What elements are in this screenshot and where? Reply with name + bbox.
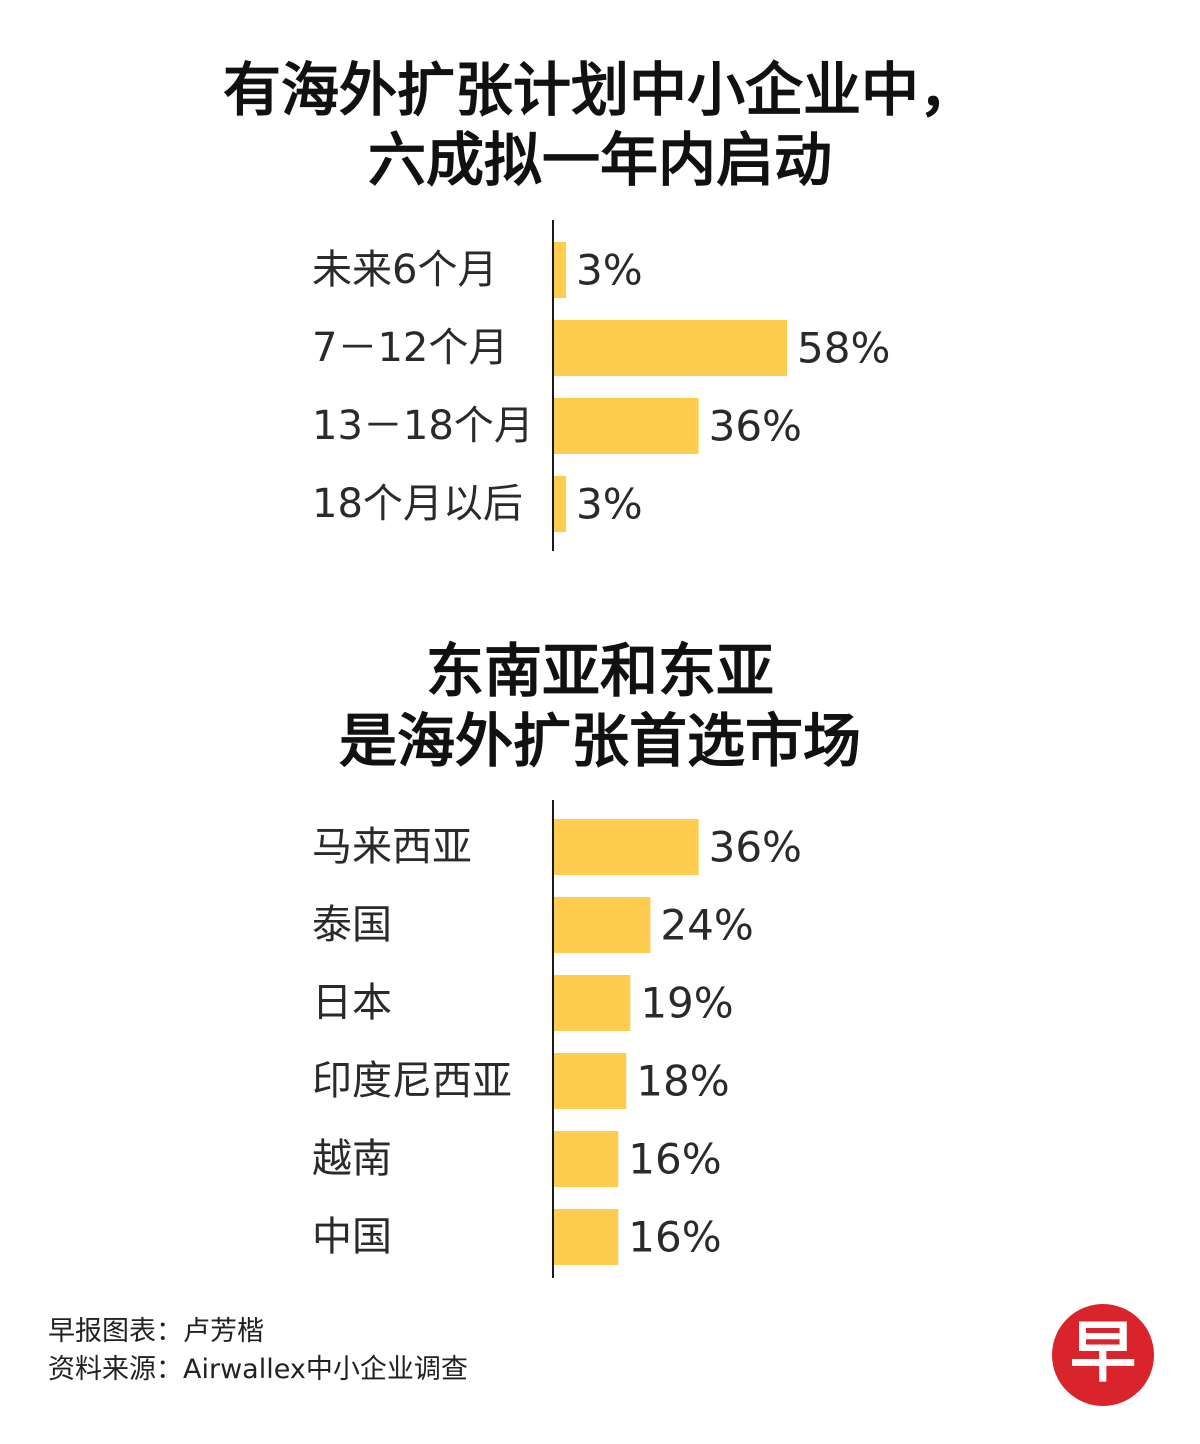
chart-2-title: 东南亚和东亚 是海外扩张首选市场 — [0, 636, 1200, 776]
market-category-label: 马来西亚 — [312, 824, 472, 870]
timeline-bar — [554, 242, 567, 298]
market-value-label: 36% — [709, 823, 802, 872]
market-bar-chart: 马来西亚 36% 泰国 24% 日本 19% 印度尼西亚 18% 越南 16% 中国 16% — [312, 800, 802, 1278]
market-bar — [554, 819, 699, 875]
market-category-label: 中国 — [312, 1214, 392, 1260]
market-bar — [554, 897, 651, 953]
market-category-label: 日本 — [312, 980, 392, 1026]
timeline-bar — [554, 320, 787, 376]
chart-1-title-line-1: 有海外扩张计划中小企业中， — [222, 56, 977, 124]
market-value-label: 24% — [660, 901, 753, 950]
market-category-label: 印度尼西亚 — [312, 1058, 512, 1104]
footer-source: 资料来源：Airwallex中小企业调查 — [48, 1354, 468, 1385]
timeline-category-label: 18个月以后 — [312, 481, 523, 527]
market-category-label: 泰国 — [312, 902, 392, 948]
zaobao-logo-icon: 早 — [1052, 1304, 1154, 1406]
market-bar — [554, 1131, 619, 1187]
chart-1-title: 有海外扩张计划中小企业中， 六成拟一年内启动 — [0, 55, 1200, 195]
logo-text: 早 — [1070, 1314, 1136, 1391]
market-value-label: 18% — [636, 1057, 729, 1106]
timeline-category-label: 13－18个月 — [312, 403, 534, 449]
market-value-label: 16% — [628, 1213, 721, 1262]
timeline-bar-chart: 未来6个月 3% 7－12个月 58% 13－18个月 36% 18个月以后 3% — [312, 220, 890, 551]
market-bar — [554, 975, 631, 1031]
market-value-label: 16% — [628, 1135, 721, 1184]
chart-2-title-line-2: 是海外扩张首选市场 — [338, 707, 861, 775]
market-bar — [554, 1053, 627, 1109]
market-bar — [554, 1209, 619, 1265]
timeline-bar — [554, 398, 699, 454]
timeline-value-label: 36% — [709, 402, 802, 451]
timeline-category-label: 未来6个月 — [312, 247, 497, 293]
timeline-bar — [554, 476, 567, 532]
footer-credit: 早报图表：卢芳楷 — [48, 1316, 264, 1347]
timeline-category-label: 7－12个月 — [312, 325, 508, 371]
timeline-value-label: 58% — [797, 324, 890, 373]
chart-1-title-line-2: 六成拟一年内启动 — [367, 126, 832, 194]
market-category-label: 越南 — [312, 1136, 392, 1182]
timeline-value-label: 3% — [576, 246, 643, 295]
timeline-value-label: 3% — [576, 480, 643, 529]
chart-2-title-line-1: 东南亚和东亚 — [425, 637, 774, 705]
footer: 早报图表：卢芳楷 资料来源：Airwallex中小企业调查 — [48, 1313, 468, 1389]
market-value-label: 19% — [640, 979, 733, 1028]
